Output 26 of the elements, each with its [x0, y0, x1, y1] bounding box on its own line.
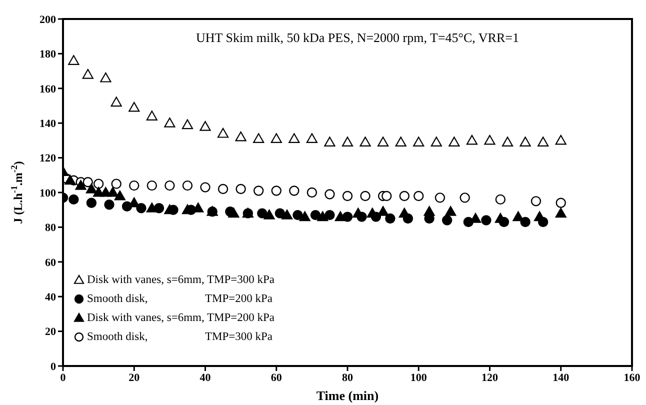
x-tick-label: 80	[342, 372, 354, 384]
x-tick-label: 100	[410, 372, 428, 384]
x-tick-label: 140	[552, 372, 570, 384]
x-tick-label: 0	[60, 372, 66, 384]
x-tick-label: 20	[128, 372, 140, 384]
y-tick-label: 100	[40, 187, 56, 200]
y-tick-label: 20	[45, 326, 56, 338]
y-tick-label: 80	[45, 222, 56, 234]
legend-label: Disk with vanes, s=6mm, TMP=300 kPa	[87, 274, 275, 286]
x-tick-label: 60	[270, 372, 282, 384]
legend-label: Smooth disk, TMP=300 kPa	[87, 330, 273, 342]
legend-label: Smooth disk, TMP=200 kPa	[87, 292, 273, 304]
y-tick-label: 0	[50, 360, 56, 373]
y-tick-label: 40	[45, 292, 56, 304]
y-tick-label: 180	[40, 48, 56, 61]
y-tick-label: 120	[40, 152, 56, 165]
legend-label: Disk with vanes, s=6mm, TMP=200 kPa	[87, 312, 275, 324]
y-tick-label: 140	[40, 118, 56, 130]
x-tick-label: 120	[482, 372, 498, 384]
text: UHT Skim milk, 50 kDa PES, N=2000 rpm, T=45°C, VRR=1	[196, 30, 519, 45]
y-tick-label: 60	[45, 256, 56, 269]
x-tick-label: 40	[200, 372, 212, 384]
x-axis-title: Time (min)	[316, 388, 379, 403]
x-tick-label: 160	[624, 372, 641, 384]
y-tick-label: 200	[40, 14, 56, 26]
y-tick-label: 160	[40, 83, 56, 96]
